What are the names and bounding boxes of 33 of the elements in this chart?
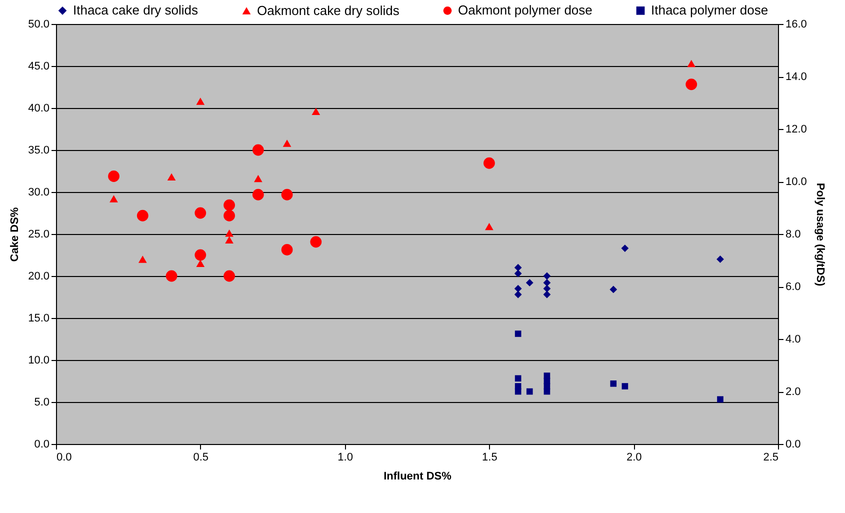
- legend-label: Ithaca polymer dose: [651, 2, 768, 18]
- y-tick-label: 0.0: [34, 438, 50, 450]
- y-axis-title: Cake DS%: [9, 207, 22, 262]
- y-tick-label: 50.0: [28, 18, 50, 30]
- y-tick-label: 30.0: [28, 186, 50, 198]
- y-tick-label: 25.0: [28, 228, 50, 240]
- x-tick-label: 2.5: [763, 452, 778, 464]
- y2-axis-title: Poly usage (kg/tDS): [814, 182, 826, 286]
- x-axis-title: Influent DS%: [384, 470, 452, 482]
- y-tick-label: 45.0: [28, 60, 50, 72]
- y-tick-label: 35.0: [28, 144, 50, 156]
- legend-label: Oakmont polymer dose: [458, 2, 592, 18]
- x-tick-label: 1.5: [482, 452, 498, 464]
- y2-tick-label: 14.0: [786, 71, 807, 83]
- y-tick-label: 5.0: [34, 396, 50, 408]
- y2-tick-label: 8.0: [786, 228, 801, 240]
- y2-tick-label: 12.0: [786, 124, 807, 136]
- x-tick-label: 0.0: [56, 452, 72, 464]
- y2-tick-label: 16.0: [786, 18, 807, 30]
- y-tick-label: 15.0: [28, 312, 50, 324]
- y2-tick-label: 6.0: [786, 281, 801, 293]
- x-tick-label: 0.5: [193, 452, 209, 464]
- y2-tick-label: 2.0: [786, 386, 801, 398]
- y-tick-label: 40.0: [28, 102, 50, 114]
- legend-label: Oakmont cake dry solids: [257, 2, 400, 18]
- legend-label: Ithaca cake dry solids: [73, 2, 199, 18]
- y-tick-label: 10.0: [28, 354, 50, 366]
- x-tick-label: 2.0: [626, 452, 642, 464]
- y2-tick-label: 0.0: [786, 438, 801, 450]
- y2-tick-label: 4.0: [786, 334, 801, 346]
- y-tick-label: 20.0: [28, 270, 50, 282]
- x-tick-label: 1.0: [338, 452, 353, 464]
- y2-tick-label: 10.0: [786, 176, 807, 188]
